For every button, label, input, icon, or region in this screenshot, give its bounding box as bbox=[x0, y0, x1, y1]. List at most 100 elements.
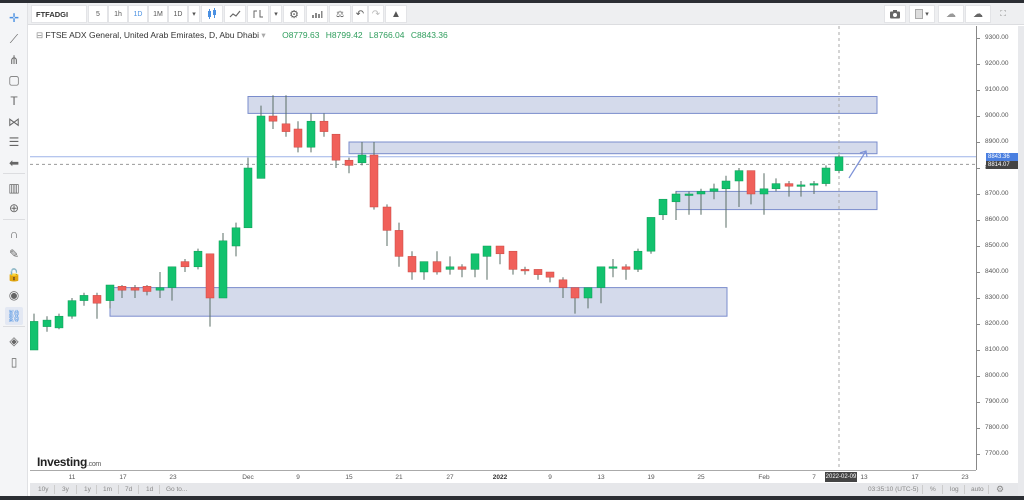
range-1d[interactable]: 1d bbox=[146, 486, 154, 493]
logo-suffix: .com bbox=[86, 461, 101, 468]
y-tick bbox=[977, 324, 980, 325]
goto-date-button[interactable]: Go to... bbox=[166, 486, 188, 493]
range-1m[interactable]: 1m bbox=[103, 486, 113, 493]
y-tick bbox=[977, 220, 980, 221]
templates-button[interactable]: ⚖ bbox=[329, 5, 351, 23]
x-tick-label: 23 bbox=[961, 474, 969, 481]
interval-1h[interactable]: 1h bbox=[108, 5, 128, 23]
line-chart-button[interactable] bbox=[224, 5, 246, 23]
collapse-icon[interactable]: ⊟ bbox=[36, 30, 44, 40]
cloud-download-icon: ☁ bbox=[946, 8, 956, 20]
y-tick bbox=[977, 64, 980, 65]
undo-button[interactable]: ↶ bbox=[352, 5, 368, 23]
scrollbar[interactable] bbox=[1018, 26, 1024, 496]
candle-down bbox=[369, 154, 379, 208]
alert-icon: ▲ bbox=[391, 8, 401, 20]
candle-up bbox=[646, 217, 656, 252]
cloud-upload-button[interactable]: ☁ bbox=[965, 5, 991, 23]
candle-down bbox=[545, 271, 555, 278]
candle-down bbox=[432, 261, 442, 273]
candle-up bbox=[54, 315, 64, 329]
divider bbox=[54, 485, 55, 494]
rectangle-icon[interactable]: ▢ bbox=[8, 73, 20, 87]
range-1y[interactable]: 1y bbox=[84, 486, 91, 493]
x-tick-label: 7 bbox=[812, 474, 816, 481]
measure-icon[interactable]: ▥ bbox=[8, 181, 20, 195]
candle-down bbox=[293, 128, 303, 148]
candle-down bbox=[533, 269, 543, 275]
zone-rectangle bbox=[348, 141, 878, 155]
layers-icon[interactable]: ◈ bbox=[9, 334, 19, 348]
range-7d[interactable]: 7d bbox=[125, 486, 133, 493]
camera-icon bbox=[890, 10, 900, 19]
unlock-icon[interactable]: 🔓 bbox=[6, 268, 22, 282]
indicators-dropdown[interactable]: ▾ bbox=[270, 5, 282, 23]
settings-button[interactable]: ⚙ bbox=[283, 5, 305, 23]
compare-button[interactable] bbox=[306, 5, 328, 23]
y-tick bbox=[977, 116, 980, 117]
auto-toggle[interactable]: auto bbox=[971, 486, 984, 493]
range-10y[interactable]: 10y bbox=[38, 486, 49, 493]
x-tick-label: 2022 bbox=[492, 474, 508, 481]
divider bbox=[96, 485, 97, 494]
redo-button[interactable]: ↷ bbox=[368, 5, 384, 23]
trendline-icon[interactable]: ⟋ bbox=[9, 31, 19, 46]
eye-icon[interactable]: ◉ bbox=[8, 288, 20, 302]
interval-1m[interactable]: 1M bbox=[148, 5, 168, 23]
time-axis[interactable]: 11 17 23 Dec 9 15 21 27 2022 9 13 19 25 Feb 7 13 17 23 bbox=[30, 470, 976, 483]
log-toggle[interactable]: log bbox=[950, 486, 959, 493]
interval-custom[interactable]: 1D bbox=[168, 5, 188, 23]
color-picker-button[interactable]: ▾ bbox=[909, 5, 935, 23]
legend-close: C8843.36 bbox=[410, 30, 448, 40]
y-tick-label: 8700.00 bbox=[985, 190, 1009, 197]
crosshair-icon[interactable]: ✛ bbox=[8, 11, 20, 25]
indicators-icon bbox=[253, 10, 263, 18]
percent-toggle[interactable]: % bbox=[930, 486, 936, 493]
x-tick-label: 19 bbox=[647, 474, 655, 481]
zoom-in-icon[interactable]: ⊕ bbox=[8, 201, 20, 215]
y-tick-label: 7800.00 bbox=[985, 424, 1009, 431]
text-icon[interactable]: T bbox=[10, 94, 18, 108]
interval-dropdown[interactable]: ▾ bbox=[188, 5, 200, 23]
x-tick-label: 9 bbox=[548, 474, 552, 481]
crosshair-price-tag: 8814.07 bbox=[986, 161, 1018, 170]
candle-up bbox=[42, 319, 52, 327]
legend-high: H8799.42 bbox=[325, 30, 363, 40]
settings-icon[interactable]: ⚙ bbox=[996, 484, 1005, 494]
link-icon[interactable]: ⛓ bbox=[5, 307, 23, 325]
cloud-download-button[interactable]: ☁ bbox=[938, 5, 964, 23]
y-tick-label: 7900.00 bbox=[985, 398, 1009, 405]
range-3y[interactable]: 3y bbox=[62, 486, 69, 493]
screenshot-button[interactable] bbox=[884, 5, 906, 23]
candles-button[interactable] bbox=[201, 5, 223, 23]
price-axis[interactable]: 9300.009200.009100.009000.008900.008800.… bbox=[976, 26, 1018, 470]
lock-drawing-icon[interactable]: ✎ bbox=[8, 247, 20, 261]
y-tick-label: 8400.00 bbox=[985, 268, 1009, 275]
pattern-icon[interactable]: ⋈ bbox=[8, 115, 20, 129]
legend-open: O8779.63 bbox=[282, 30, 320, 40]
interval-1d[interactable]: 1D bbox=[128, 5, 148, 23]
candle-up bbox=[759, 188, 769, 195]
trash-icon[interactable]: ▯ bbox=[10, 355, 18, 369]
candle-down bbox=[117, 286, 127, 291]
alert-button[interactable]: ▲ bbox=[385, 5, 407, 23]
divider bbox=[964, 485, 965, 494]
fullscreen-button[interactable]: ⛶ bbox=[994, 5, 1012, 23]
x-tick-label: Dec bbox=[242, 474, 254, 481]
interval-5[interactable]: 5 bbox=[88, 5, 108, 23]
symbol-input[interactable]: FTFADGI bbox=[31, 5, 87, 23]
price-chart[interactable] bbox=[30, 26, 976, 470]
magnet-icon[interactable]: ∩ bbox=[9, 227, 19, 241]
candle-up bbox=[231, 227, 241, 247]
candle-down bbox=[495, 245, 505, 255]
chevron-down-icon[interactable]: ▾ bbox=[261, 30, 266, 40]
pitchfork-icon[interactable]: ⋔ bbox=[8, 53, 20, 67]
arrow-left-icon[interactable]: ⬅ bbox=[8, 156, 20, 170]
fib-icon[interactable]: ☰ bbox=[8, 135, 20, 149]
y-tick-label: 9100.00 bbox=[985, 86, 1009, 93]
indicators-button[interactable] bbox=[247, 5, 269, 23]
bottom-bar: 10y 3y 1y 1m 7d 1d Go to... 03:35:10 (UT… bbox=[30, 483, 1018, 496]
y-tick bbox=[977, 402, 980, 403]
candle-up bbox=[167, 266, 177, 288]
line-chart-icon bbox=[229, 10, 241, 18]
